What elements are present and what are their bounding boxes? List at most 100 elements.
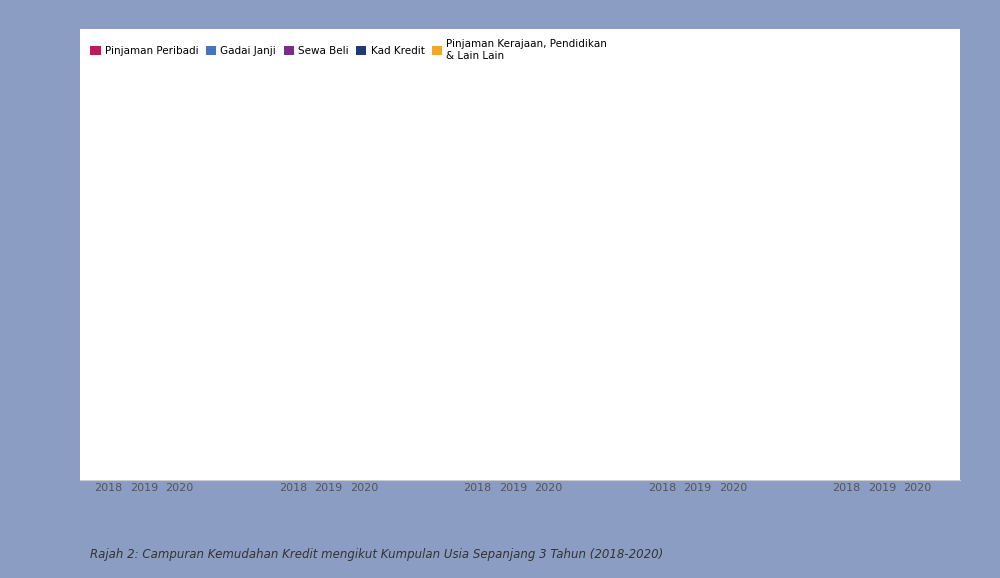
Bar: [644, 220, 680, 289]
Bar: [900, 129, 935, 136]
Bar: [346, 365, 382, 480]
Text: Rajah 2: Campuran Kemudahan Kredit mengikut Kumpulan Usia Sepanjang 3 Tahun (201: Rajah 2: Campuran Kemudahan Kredit mengi…: [90, 548, 663, 561]
Bar: [275, 317, 311, 397]
Text: 23%: 23%: [281, 351, 305, 362]
Text: 14%: 14%: [501, 152, 525, 162]
Text: 13%: 13%: [97, 154, 120, 164]
Text: 31%: 31%: [132, 223, 155, 234]
Text: 2%: 2%: [909, 128, 926, 138]
Bar: [91, 410, 126, 480]
Bar: [900, 244, 935, 275]
Text: 16%: 16%: [721, 176, 745, 187]
Bar: [311, 136, 346, 185]
Bar: [126, 140, 162, 175]
Text: 20%: 20%: [97, 440, 120, 450]
Text: 9%: 9%: [136, 292, 152, 303]
Bar: [311, 310, 346, 386]
Text: 17%: 17%: [281, 157, 305, 168]
Bar: [91, 292, 126, 320]
Bar: [715, 286, 751, 338]
Text: 59%: 59%: [906, 372, 929, 383]
Bar: [346, 133, 382, 164]
Bar: [864, 247, 900, 279]
Bar: [829, 282, 864, 480]
Bar: [900, 199, 935, 244]
Bar: [275, 258, 311, 317]
Bar: [495, 230, 531, 310]
Text: 9%: 9%: [356, 143, 372, 154]
Text: 18%: 18%: [317, 211, 340, 221]
Text: 58%: 58%: [870, 374, 894, 384]
Bar: [91, 181, 126, 292]
Bar: [715, 133, 751, 154]
Bar: [531, 164, 566, 216]
Bar: [829, 206, 864, 247]
Bar: [311, 185, 346, 247]
Text: 13%: 13%: [906, 216, 929, 227]
Text: 19%: 19%: [501, 338, 525, 348]
Bar: [311, 247, 346, 310]
Bar: [644, 164, 680, 220]
Bar: [864, 140, 900, 202]
Text: 18%: 18%: [686, 312, 709, 322]
Bar: [162, 282, 197, 348]
Bar: [460, 379, 495, 480]
Bar: [346, 227, 382, 299]
Bar: [531, 133, 566, 164]
Text: 57%: 57%: [835, 376, 858, 386]
Text: 19%: 19%: [168, 310, 191, 320]
Text: 12%: 12%: [835, 221, 858, 232]
Text: 10%: 10%: [835, 260, 858, 270]
Bar: [680, 213, 715, 286]
Text: 19%: 19%: [281, 220, 305, 230]
Text: 25%: 25%: [132, 431, 155, 442]
Text: 16%: 16%: [650, 187, 674, 197]
Text: 21%: 21%: [352, 258, 375, 268]
Text: 19%: 19%: [650, 317, 674, 327]
Bar: [531, 216, 566, 303]
Text: 9%: 9%: [874, 258, 890, 268]
Bar: [715, 338, 751, 480]
Bar: [531, 362, 566, 480]
Text: 38%: 38%: [686, 409, 709, 419]
Bar: [126, 175, 162, 282]
Bar: [644, 355, 680, 480]
Text: 18%: 18%: [906, 162, 929, 173]
Text: 9%: 9%: [909, 254, 926, 265]
Bar: [346, 164, 382, 227]
Bar: [275, 192, 311, 258]
Bar: [531, 303, 566, 362]
Text: 25%: 25%: [537, 254, 560, 265]
Text: 15%: 15%: [721, 306, 745, 317]
Text: 32%: 32%: [97, 232, 120, 242]
Text: 17%: 17%: [537, 327, 560, 338]
Text: 26%: 26%: [97, 360, 120, 370]
Bar: [91, 320, 126, 410]
Bar: [864, 202, 900, 247]
Text: 22%: 22%: [721, 242, 745, 253]
Text: 12%: 12%: [168, 256, 191, 266]
Bar: [91, 136, 126, 181]
Text: 14%: 14%: [317, 155, 340, 166]
Bar: [495, 181, 531, 230]
Bar: [680, 286, 715, 348]
Bar: [900, 136, 935, 199]
Bar: [644, 289, 680, 355]
Text: 17%: 17%: [281, 282, 305, 292]
Bar: [680, 129, 715, 161]
Bar: [126, 282, 162, 313]
Text: 24%: 24%: [281, 433, 305, 443]
Text: 15%: 15%: [537, 185, 560, 195]
Bar: [460, 310, 495, 379]
Bar: [715, 209, 751, 286]
Legend: Pinjaman Peribadi, Gadai Janji, Sewa Beli, Kad Kredit, Pinjaman Kerajaan, Pendid: Pinjaman Peribadi, Gadai Janji, Sewa Bel…: [85, 34, 612, 66]
Text: 36%: 36%: [650, 412, 674, 423]
Bar: [829, 140, 864, 206]
Bar: [829, 129, 864, 140]
Text: 3%: 3%: [874, 129, 890, 140]
Text: 21%: 21%: [686, 244, 709, 254]
Bar: [126, 393, 162, 480]
Text: 23%: 23%: [132, 348, 155, 358]
Text: 6%: 6%: [725, 138, 741, 149]
Text: 18%: 18%: [352, 190, 376, 201]
